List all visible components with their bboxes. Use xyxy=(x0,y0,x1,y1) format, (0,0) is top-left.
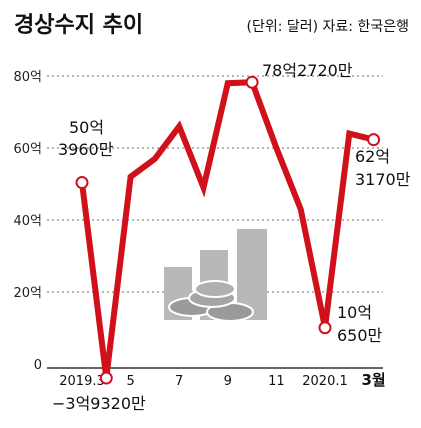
x-tick-label: 2020.1 xyxy=(302,374,348,389)
y-axis-ticks: 0 20억 40억 60억 80억 xyxy=(13,70,42,373)
highlight-markers xyxy=(75,75,381,385)
x-tick-label: 3월 xyxy=(361,371,385,389)
annotation-min-point: −3억9320만 xyxy=(52,394,146,413)
annotation-jan-point-line1: 10억 xyxy=(337,303,372,322)
y-tick-label: 40억 xyxy=(13,214,42,229)
annotation-first-point-line1: 50억 xyxy=(69,118,104,137)
annotation-max-point: 78억2720만 xyxy=(262,61,353,80)
annotation-last-point-line2: 3170만 xyxy=(355,170,411,189)
y-tick-label: 80억 xyxy=(13,70,42,85)
data-point-marker xyxy=(75,176,89,190)
annotation-jan-point-line2: 650만 xyxy=(337,326,383,345)
x-tick-label: 2019.3 xyxy=(59,374,105,389)
data-point-marker xyxy=(245,75,259,89)
annotation-first-point-line2: 3960만 xyxy=(58,140,114,159)
chart-source-note: (단위: 달러) 자료: 한국은행 xyxy=(246,19,409,35)
data-point-marker xyxy=(367,133,381,147)
series-line xyxy=(79,79,375,379)
data-point-marker xyxy=(99,371,113,385)
coin-4 xyxy=(194,280,236,298)
y-tick-label: 20억 xyxy=(13,286,42,301)
x-tick-label: 9 xyxy=(224,374,232,389)
y-tick-label: 0 xyxy=(34,358,42,373)
data-point-marker xyxy=(318,321,332,335)
coins-bars-illustration xyxy=(164,229,267,322)
y-tick-label: 60억 xyxy=(13,142,42,157)
annotation-last-point-line1: 62억 xyxy=(355,147,390,166)
chart-title: 경상수지 추이 xyxy=(14,13,143,38)
x-tick-label: 7 xyxy=(175,374,183,389)
x-tick-label: 11 xyxy=(268,374,285,389)
x-tick-label: 5 xyxy=(126,374,134,389)
x-axis-ticks: 2019.3 5 7 9 11 2020.1 3월 xyxy=(59,371,385,389)
